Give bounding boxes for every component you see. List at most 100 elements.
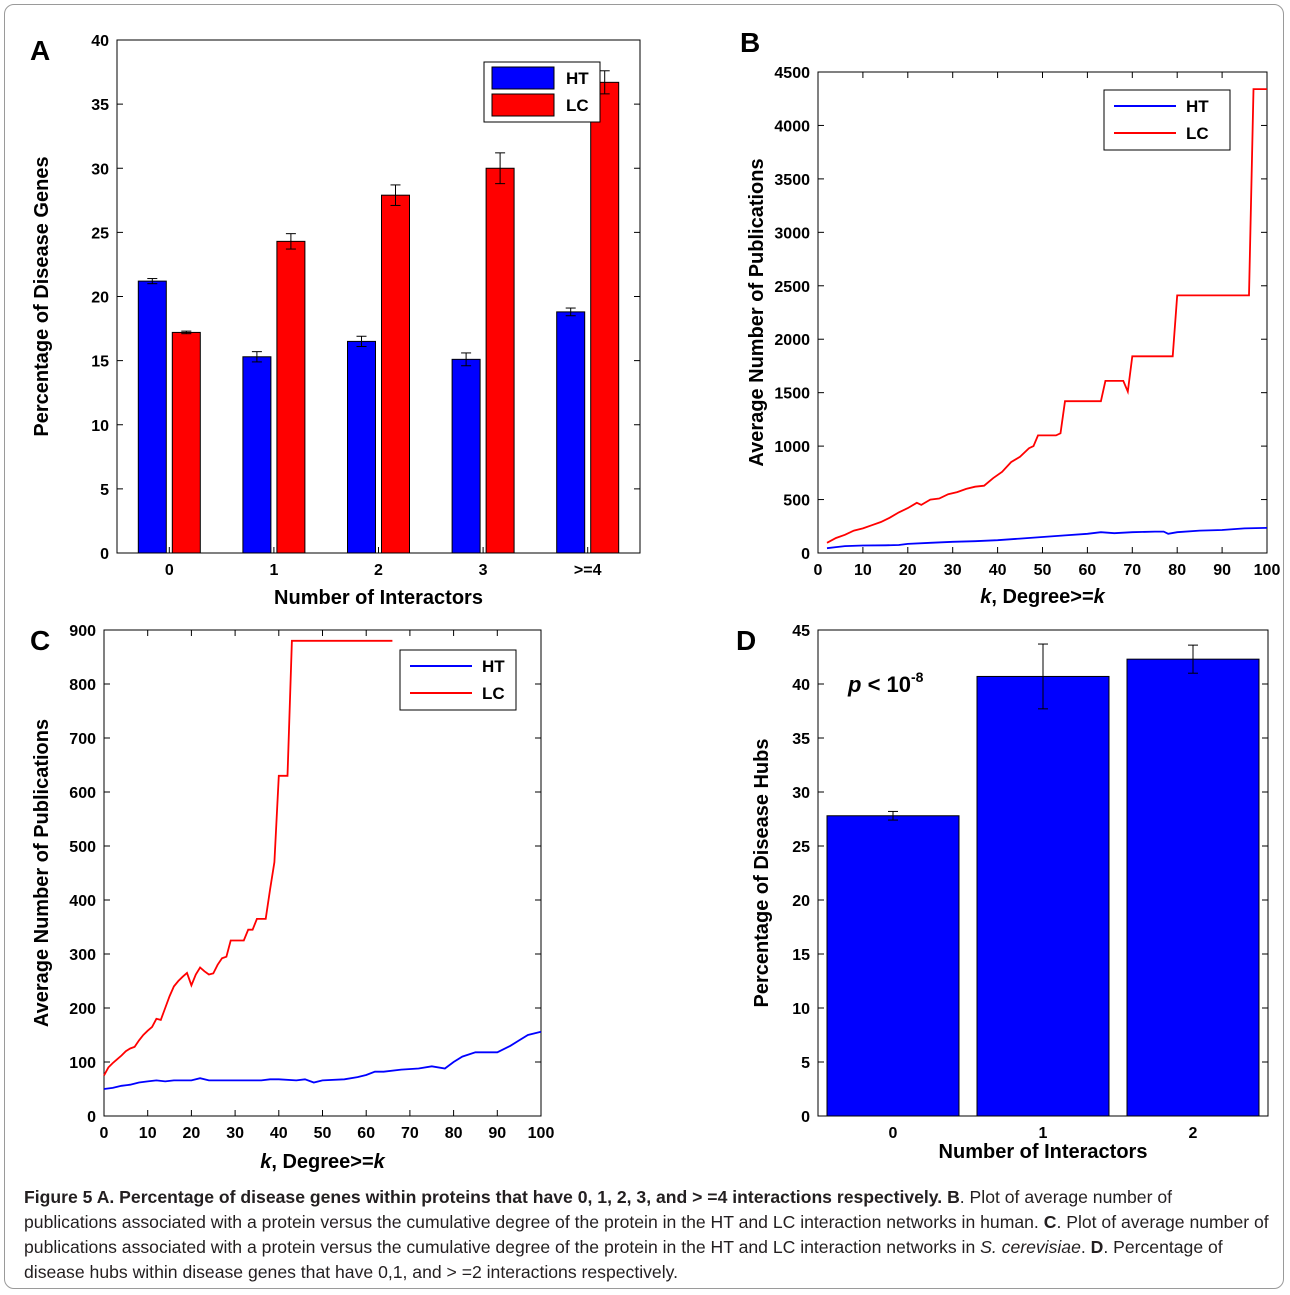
panel-b-ytick-label: 3500 <box>774 172 810 189</box>
panel-b-ytick-label: 4000 <box>774 118 810 135</box>
panel-c-series-lc-line <box>103 639 393 1076</box>
panel-d-annotation-text: < 10 <box>861 672 911 697</box>
panel-a-xtick-label: 2 <box>374 562 383 579</box>
panel-c-xtick-label: 30 <box>226 1125 244 1142</box>
panel-a-xtick-label: 3 <box>479 562 488 579</box>
panel-d-xtick-label: 1 <box>1039 1125 1048 1142</box>
panel-a-xtick-label: 1 <box>269 562 278 579</box>
panel-d-annotation-exp: -8 <box>911 669 924 685</box>
caption-a-text: . Percentage of disease genes within pro… <box>109 1187 943 1207</box>
panel-a-bar <box>556 311 586 554</box>
panel-c-xtick-label: 80 <box>445 1125 463 1142</box>
panel-c-xlabel-var: k <box>260 1151 272 1173</box>
panel-c-xtick-label: 0 <box>100 1125 109 1142</box>
panel-d-ytick-label: 15 <box>792 947 810 964</box>
panel-b-ytick-label: 0 <box>801 546 810 563</box>
figure-frame <box>4 4 1284 1289</box>
caption-figure-label: Figure 5 <box>24 1187 93 1207</box>
panel-b-xtick-label: 50 <box>1034 562 1052 579</box>
panel-a-xtick-label: >=4 <box>574 562 602 579</box>
panel-a-ytick-label: 30 <box>91 161 109 178</box>
panel-d-xtick-label: 0 <box>889 1125 898 1142</box>
panel-b-ytick-label: 2500 <box>774 279 810 296</box>
panel-d-ytick-label: 5 <box>801 1055 810 1072</box>
panel-c-ytick-label: 600 <box>69 785 96 802</box>
panel-b-ytick-label: 1000 <box>774 439 810 456</box>
panel-d-bar <box>826 815 960 1117</box>
panel-b-xtick-label: 70 <box>1123 562 1141 579</box>
panel-b-ytick-label: 500 <box>783 493 810 510</box>
panel-c-xtick-label: 10 <box>139 1125 157 1142</box>
panel-d-bar <box>976 675 1110 1117</box>
panel-b-xtick-label: 0 <box>814 562 823 579</box>
panel-d-ytick-label: 30 <box>792 785 810 802</box>
panel-b-ytick-label: 1500 <box>774 386 810 403</box>
panel-b-xlabel: k, Degree>=k <box>980 586 1105 608</box>
panel-a-legend-label-lc: LC <box>566 96 589 115</box>
panel-c-ytick-label: 400 <box>69 893 96 910</box>
figure-caption: Figure 5 A. Percentage of disease genes … <box>24 1185 1269 1285</box>
panel-b-legend-label-lc: LC <box>1186 124 1209 143</box>
panel-a-ytick-label: 15 <box>91 354 109 371</box>
panel-c-ytick-label: 0 <box>87 1109 96 1126</box>
panel-b-xtick-label: 100 <box>1254 562 1281 579</box>
panel-a-xtick-label: 0 <box>165 562 174 579</box>
panel-c-xlabel: k, Degree>=k <box>260 1151 385 1173</box>
caption-b-label: B <box>947 1187 960 1207</box>
panel-d-ytick-label: 20 <box>792 893 810 910</box>
panel-b-ytick-label: 3000 <box>774 225 810 242</box>
panel-a-ytick-label: 10 <box>91 418 109 435</box>
panel-b-xtick-label: 80 <box>1168 562 1186 579</box>
panel-d-annotation-var: p <box>847 672 861 697</box>
panel-c-xlabel-var2: k <box>374 1151 386 1173</box>
panel-d-ytick-label: 40 <box>792 677 810 694</box>
panel-a-bar <box>451 358 481 554</box>
panel-b-ytick-label: 2000 <box>774 332 810 349</box>
panel-c-ytick-label: 900 <box>69 623 96 640</box>
panel-d-xlabel: Number of Interactors <box>939 1141 1148 1163</box>
panel-c-xlabel-text: , Degree>= <box>271 1151 373 1173</box>
panel-b-legend-box <box>1103 89 1231 151</box>
panel-d-annotation: p < 10-8 <box>847 669 924 697</box>
panel-a-legend-label-ht: HT <box>566 69 589 88</box>
panel-c-ytick-label: 500 <box>69 839 96 856</box>
panel-a-legend-swatch-ht <box>491 66 555 90</box>
panel-d-ytick-label: 10 <box>792 1001 810 1018</box>
panel-c-label: C <box>30 625 50 656</box>
panel-a-ytick-label: 5 <box>100 482 109 499</box>
panel-b-ytick-label: 4500 <box>774 65 810 82</box>
panel-d-xtick-label: 2 <box>1189 1125 1198 1142</box>
caption-d-text: . Percentage of disease hubs within dise… <box>24 1237 1223 1282</box>
caption-c-text: . Plot of average number of publications… <box>24 1212 1269 1257</box>
panel-b-ylabel: Average Number of Publications <box>746 158 768 466</box>
panel-a-ytick-label: 40 <box>91 33 109 50</box>
panel-c-ytick-label: 100 <box>69 1055 96 1072</box>
panel-c-ytick-label: 800 <box>69 677 96 694</box>
panel-d-ylabel: Percentage of Disease Hubs <box>751 739 773 1008</box>
panel-b-label: B <box>740 27 760 58</box>
panel-a-xlabel: Number of Interactors <box>274 587 483 609</box>
caption-c-end: . <box>1080 1237 1086 1257</box>
panel-b-series-lc-line <box>826 88 1267 544</box>
panel-b-xtick-label: 60 <box>1079 562 1097 579</box>
panel-b-xtick-label: 90 <box>1213 562 1231 579</box>
caption-d-label: D <box>1090 1237 1104 1257</box>
panel-d-label: D <box>736 625 756 656</box>
caption-species: S. cerevisiae <box>980 1237 1081 1257</box>
panel-c-xtick-label: 40 <box>270 1125 288 1142</box>
panel-a-ylabel: Percentage of Disease Genes <box>31 156 53 436</box>
panel-a-bar <box>590 81 620 554</box>
caption-c-label: C <box>1043 1212 1057 1232</box>
panel-b-xtick-label: 20 <box>899 562 917 579</box>
panel-a-bar <box>381 194 410 554</box>
panel-b-xtick-label: 10 <box>854 562 872 579</box>
panel-a-bar <box>171 331 201 554</box>
panel-b-series-ht-line <box>826 527 1268 550</box>
panel-c-series-ht-line <box>103 1030 542 1090</box>
panel-b-xtick-label: 30 <box>944 562 962 579</box>
panel-c-ytick-label: 200 <box>69 1001 96 1018</box>
panel-c-ytick-label: 300 <box>69 947 96 964</box>
panel-a-ytick-label: 35 <box>91 97 109 114</box>
panel-a-bar <box>242 356 272 554</box>
